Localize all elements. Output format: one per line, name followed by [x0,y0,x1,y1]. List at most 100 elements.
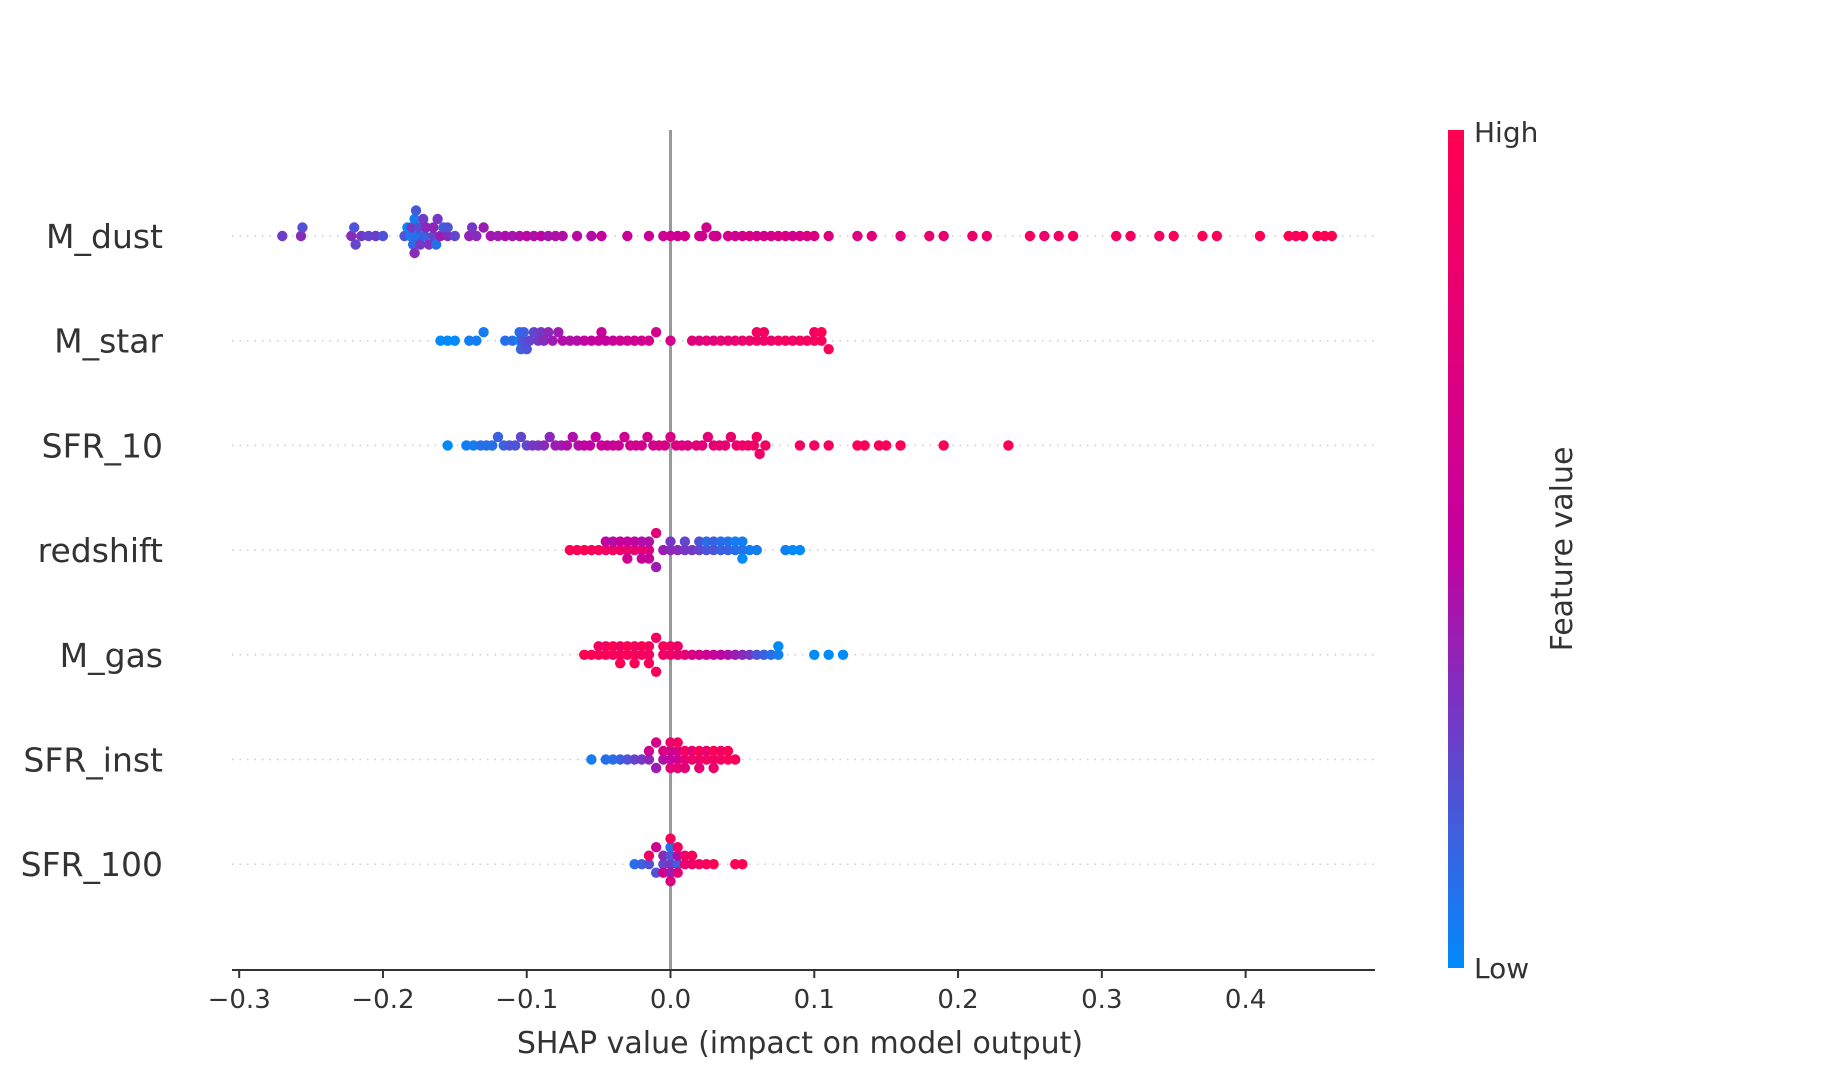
point-m-star [708,335,719,346]
point-sfr-100 [650,842,662,853]
point-m-star [579,335,590,346]
point-m-dust [377,230,389,242]
point-m-dust [350,239,361,250]
point-m-gas [744,649,755,660]
point-sfr-10 [696,440,708,451]
point-m-gas [607,641,619,652]
point-m-gas [751,649,762,660]
point-sfr-10 [515,431,527,443]
point-sfr-10 [619,431,630,443]
point-m-gas [837,649,849,660]
point-sfr-inst [722,745,734,757]
point-redshift [715,544,727,556]
point-m-star [694,335,705,346]
point-sfr-inst [708,745,719,757]
point-redshift [686,544,698,556]
point-m-star [535,327,547,338]
point-redshift [701,544,712,556]
point-sfr-inst [636,754,647,765]
point-m-dust [1290,230,1302,242]
point-sfr-10 [809,440,820,451]
point-m-gas [722,649,734,660]
point-sfr-inst [650,762,662,774]
points-layer [277,205,1338,887]
point-sfr-inst [694,754,705,765]
point-sfr-100 [658,867,669,878]
point-m-dust [571,230,583,242]
point-m-star [701,335,712,346]
point-m-star [600,335,612,346]
x-tick-label: 0.4 [1225,985,1266,1015]
point-m-gas [715,649,727,660]
x-tick-label: 0.1 [794,985,835,1015]
point-sfr-10 [613,440,624,451]
point-sfr-100 [672,859,683,870]
point-m-dust [787,230,798,242]
point-m-gas [579,649,590,660]
point-m-dust [349,222,360,233]
colorbar-high-label: High [1474,116,1538,149]
point-sfr-inst [672,737,683,748]
point-m-dust [297,222,308,233]
point-sfr-100 [672,842,683,853]
point-m-gas [773,641,784,652]
point-redshift [665,544,676,556]
point-m-dust [751,230,762,242]
point-m-star [571,335,583,346]
point-m-star [435,335,446,346]
point-sfr-inst [665,754,676,765]
point-m-star [528,327,540,338]
point-m-gas [694,649,705,660]
point-m-star [553,327,564,338]
point-m-star [557,335,568,346]
point-m-star [780,335,791,346]
point-redshift [665,536,676,547]
point-sfr-10 [702,431,714,443]
point-m-star [596,327,607,338]
point-m-dust [543,230,554,242]
colorbar: High Low Feature value [1448,116,1580,985]
point-redshift [622,553,633,564]
point-m-gas [600,649,612,660]
x-tick-label: −0.1 [495,985,558,1015]
point-m-gas [737,649,748,660]
point-m-gas [586,649,597,660]
point-m-dust [1197,230,1208,242]
point-m-gas [643,649,655,660]
point-m-gas [665,641,676,652]
point-m-dust [1111,230,1122,242]
point-sfr-inst [643,745,655,757]
point-redshift [636,553,647,564]
point-sfr-100 [730,859,741,870]
point-sfr-100 [679,859,691,870]
point-m-dust [442,230,453,242]
x-tick-label: 0.3 [1081,985,1122,1015]
point-sfr-10 [719,440,731,451]
point-redshift [571,544,583,556]
point-m-star [499,335,511,346]
point-redshift [593,544,604,556]
point-m-dust [1154,230,1165,242]
point-m-dust [405,230,416,242]
point-m-dust [1039,230,1050,242]
point-redshift [722,544,734,556]
point-m-dust [442,222,453,233]
point-m-gas [672,649,683,660]
point-sfr-inst [665,745,676,757]
point-m-gas [758,649,770,660]
point-m-star [751,335,762,346]
point-m-star [715,335,727,346]
point-sfr-100 [701,859,712,870]
point-m-dust [409,247,420,259]
point-m-gas [658,649,669,660]
point-redshift [600,536,612,547]
point-m-gas [600,641,612,652]
point-sfr-10 [492,431,504,443]
point-m-dust [809,230,820,242]
point-m-dust [622,230,633,242]
point-sfr-10 [538,440,550,451]
point-sfr-10 [823,440,834,451]
point-redshift [579,544,590,556]
point-sfr-inst [730,754,741,765]
